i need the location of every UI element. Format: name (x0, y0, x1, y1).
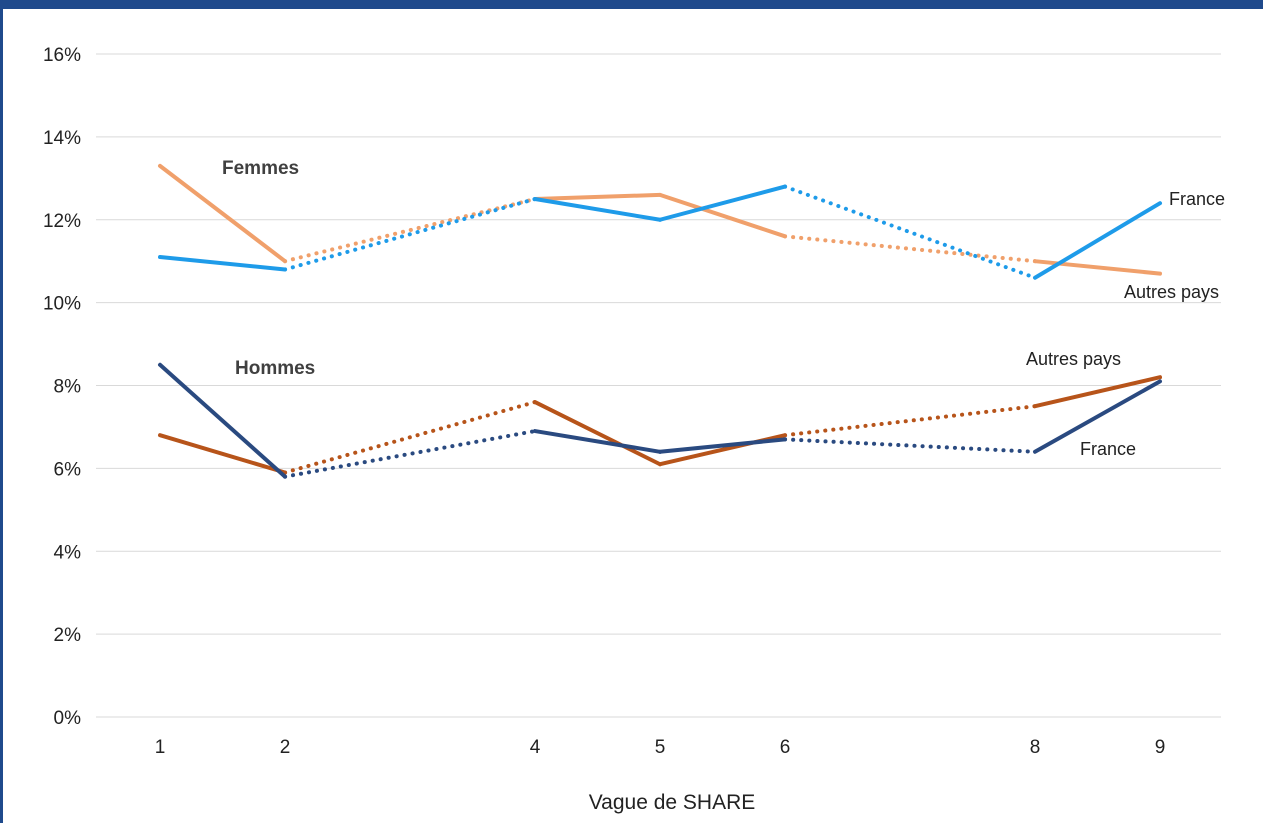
line-segment (158, 433, 287, 475)
x-tick-label: 9 (1155, 737, 1166, 758)
group-label-women: Femmes (222, 158, 299, 179)
line-chart: 0% 2% 4% 6% 8% 10% 12% 14% 16% 1 2 4 5 6 8 9 Vague de … (43, 45, 1225, 814)
line-segment (158, 362, 287, 479)
x-tick-label: 8 (1030, 737, 1041, 758)
line-segment (658, 184, 787, 222)
x-tick-label: 4 (530, 737, 541, 758)
x-tick-label: 1 (155, 737, 166, 758)
line-segment (533, 192, 662, 202)
line-segment (158, 255, 287, 272)
x-tick-label: 5 (655, 737, 666, 758)
x-axis-title: Vague de SHARE (589, 791, 756, 814)
series-label-men-france: France (1080, 439, 1136, 459)
line-segment (533, 197, 662, 222)
y-tick-label: 6% (54, 459, 82, 480)
series-label-women-france: France (1169, 189, 1225, 209)
line-segment (533, 429, 662, 454)
y-tick-label: 4% (54, 542, 82, 563)
line-segment (783, 404, 1037, 438)
x-tick-label: 6 (780, 737, 791, 758)
line-segment (1033, 375, 1162, 409)
y-tick-label: 8% (54, 377, 82, 398)
series-lines (158, 163, 1162, 479)
line-segment (533, 400, 662, 467)
line-segment (283, 400, 537, 475)
series-label-women-autres-pays: Autres pays (1124, 282, 1219, 302)
series-label-men-autres-pays: Autres pays (1026, 349, 1121, 369)
y-tick-label: 12% (43, 211, 81, 232)
y-tick-label: 0% (54, 708, 82, 729)
x-axis-ticks: 1 2 4 5 6 8 9 (155, 737, 1166, 758)
y-tick-label: 10% (43, 294, 81, 315)
line-segment (658, 192, 787, 239)
line-segment (283, 197, 537, 272)
y-tick-label: 2% (54, 625, 82, 646)
line-segment (1033, 379, 1162, 454)
series-line (158, 362, 1162, 479)
line-segment (658, 437, 787, 454)
y-tick-label: 16% (43, 45, 81, 66)
series-line (158, 184, 1162, 280)
gridlines (96, 53, 1221, 718)
line-segment (783, 437, 1037, 454)
group-label-men: Hommes (235, 358, 315, 379)
line-segment (283, 197, 537, 264)
line-segment (783, 184, 1037, 280)
line-segment (283, 429, 537, 479)
series-line (158, 375, 1162, 475)
x-tick-label: 2 (280, 737, 291, 758)
line-segment (158, 163, 287, 264)
line-segment (783, 234, 1037, 264)
line-segment (1033, 201, 1162, 280)
y-tick-label: 14% (43, 128, 81, 149)
y-axis-ticks: 0% 2% 4% 6% 8% 10% 12% 14% 16% (43, 45, 81, 729)
